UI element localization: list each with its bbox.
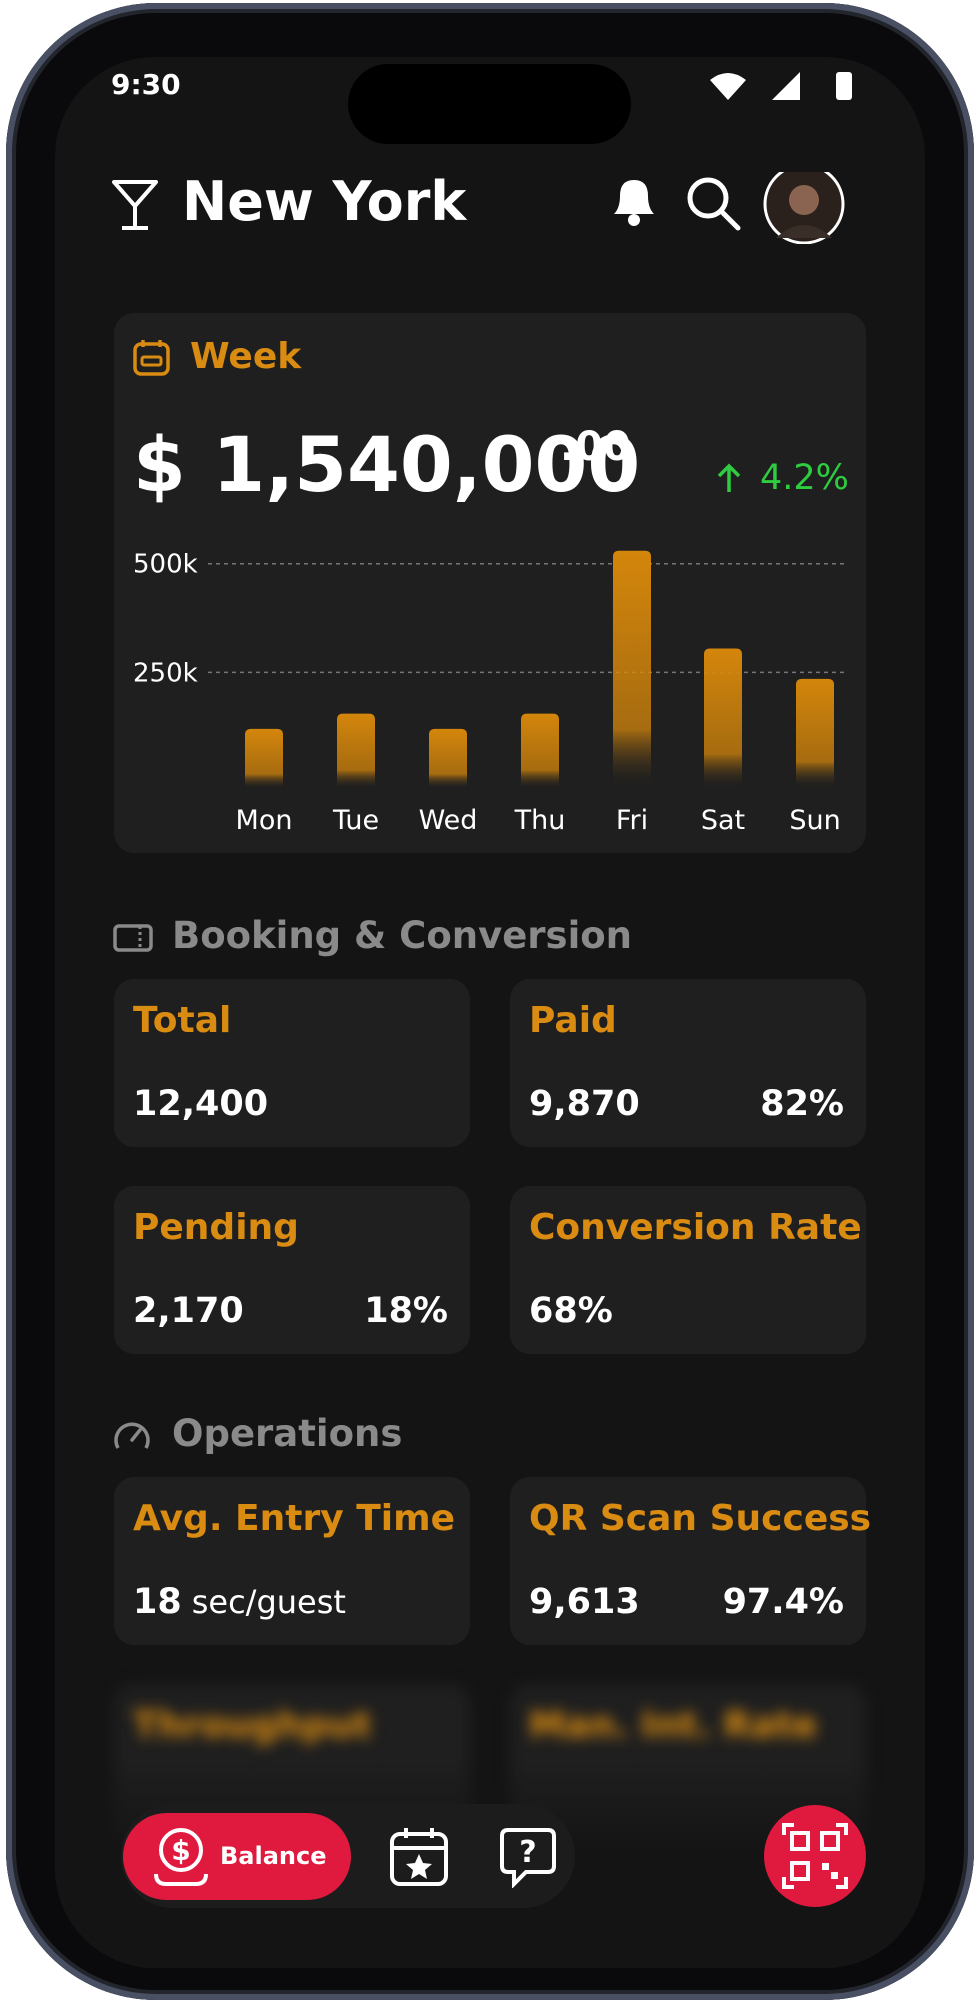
x-tick-label: Tue bbox=[332, 805, 379, 836]
section-title: Operations bbox=[172, 1412, 403, 1455]
header-actions bbox=[614, 172, 845, 244]
card-label: Pending bbox=[133, 1207, 299, 1248]
section-title: Booking & Conversion bbox=[172, 914, 633, 957]
card-extra: 18% bbox=[364, 1291, 448, 1331]
stat-card[interactable] bbox=[114, 1186, 470, 1354]
up-arrow bbox=[717, 463, 741, 492]
section-icon bbox=[113, 924, 153, 952]
search-icon[interactable] bbox=[687, 177, 729, 219]
card-label: Avg. Entry Time bbox=[133, 1498, 456, 1539]
dynamic-island bbox=[348, 64, 631, 144]
card-label: Total bbox=[133, 1000, 232, 1041]
stat-card[interactable] bbox=[510, 1186, 866, 1354]
card-value: 9,613 bbox=[529, 1582, 640, 1622]
balance-label: Balance bbox=[220, 1842, 327, 1870]
x-tick-label: Mon bbox=[236, 805, 293, 836]
svg-text:$: $ bbox=[171, 1834, 190, 1867]
card-unit: sec/guest bbox=[191, 1583, 346, 1621]
card-label: Throughput bbox=[133, 1705, 372, 1746]
card-value: 2,170 bbox=[133, 1291, 244, 1331]
y-tick-label: 500k bbox=[133, 550, 198, 580]
bar bbox=[429, 728, 467, 789]
help-icon[interactable]: ? bbox=[500, 1826, 556, 1888]
card-label: Paid bbox=[529, 1000, 617, 1041]
x-tick-label: Sun bbox=[789, 805, 840, 836]
cocktail-icon bbox=[112, 180, 158, 230]
stat-card[interactable] bbox=[510, 1477, 866, 1645]
status-icons bbox=[710, 72, 852, 100]
week-title: Week bbox=[190, 336, 302, 377]
card-value: 9,870 bbox=[529, 1084, 640, 1124]
bar bbox=[245, 728, 283, 789]
city-title: New York bbox=[182, 170, 467, 233]
balance-icon: $ bbox=[154, 1828, 208, 1886]
card-label: Conversion Rate bbox=[529, 1207, 862, 1248]
x-tick-label: Wed bbox=[419, 805, 478, 836]
week-cents: .00 bbox=[560, 424, 631, 470]
bar bbox=[337, 713, 375, 789]
card-value: 68% bbox=[529, 1291, 613, 1331]
bar bbox=[613, 550, 651, 789]
x-tick-label: Fri bbox=[616, 805, 648, 836]
events-icon[interactable] bbox=[388, 1826, 450, 1888]
x-tick-label: Sat bbox=[701, 805, 745, 836]
card-extra: 97.4% bbox=[722, 1582, 844, 1622]
card-value: 12,400 bbox=[133, 1084, 269, 1124]
x-tick-label: Thu bbox=[514, 805, 566, 836]
card-value: 18 sec/guest bbox=[133, 1582, 346, 1622]
week-chart: 250k 500k Mon Tue Wed Thu Fri Sat Sun bbox=[133, 550, 846, 836]
bar bbox=[704, 648, 742, 789]
week-total: $ 1,540,000 bbox=[133, 420, 641, 509]
stat-card[interactable] bbox=[510, 979, 866, 1147]
status-time: 9:30 bbox=[111, 68, 181, 101]
bell-icon[interactable] bbox=[614, 180, 654, 214]
calendar-icon bbox=[133, 340, 170, 376]
stat-card[interactable] bbox=[114, 979, 470, 1147]
card-label: Man. Int. Rate bbox=[529, 1705, 818, 1746]
bar bbox=[521, 713, 559, 789]
svg-text:?: ? bbox=[519, 1835, 536, 1870]
qr-button[interactable] bbox=[760, 1801, 870, 1911]
card-extra: 82% bbox=[760, 1084, 844, 1124]
section-icon bbox=[114, 1422, 150, 1449]
bar bbox=[796, 678, 834, 789]
card-label: QR Scan Success bbox=[529, 1498, 872, 1539]
stat-card[interactable] bbox=[114, 1477, 470, 1645]
y-tick-label: 250k bbox=[133, 658, 198, 688]
week-change: 4.2% bbox=[760, 458, 849, 498]
